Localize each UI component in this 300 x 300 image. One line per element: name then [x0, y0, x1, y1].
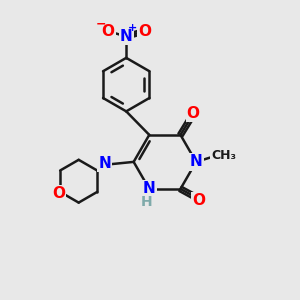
Text: O: O [193, 193, 206, 208]
Text: N: N [120, 29, 133, 44]
Text: O: O [101, 24, 114, 39]
Text: N: N [143, 182, 156, 196]
Text: CH₃: CH₃ [211, 149, 236, 162]
Text: N: N [190, 154, 202, 169]
Text: O: O [138, 24, 151, 39]
Text: +: + [128, 23, 137, 33]
Text: O: O [52, 186, 65, 201]
Text: N: N [98, 156, 111, 171]
Text: H: H [140, 195, 152, 209]
Text: O: O [187, 106, 200, 121]
Text: −: − [96, 17, 106, 30]
